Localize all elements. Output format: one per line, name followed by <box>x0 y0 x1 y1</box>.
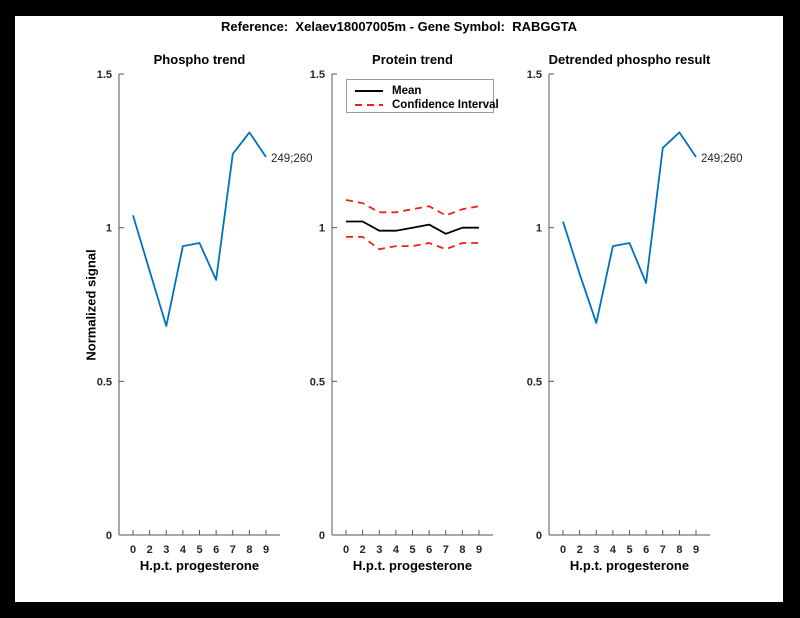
x-tick-label: 0 <box>343 544 349 556</box>
legend-item: Mean <box>355 85 493 97</box>
x-tick-label: 9 <box>263 544 269 556</box>
legend-item-label: Mean <box>392 85 422 97</box>
x-tick-label: 0 <box>560 544 566 556</box>
legend-item: Confidence Interval <box>355 99 499 111</box>
x-tick-label: 0 <box>130 544 136 556</box>
x-tick-label: 6 <box>213 544 219 556</box>
x-tick-label: 3 <box>376 544 382 556</box>
x-axis-label: H.p.t. progesterone <box>139 558 260 573</box>
x-tick-label: 7 <box>230 544 236 556</box>
subplot-title: Protein trend <box>372 52 453 67</box>
x-tick-label: 3 <box>593 544 599 556</box>
y-tick-label: 1.5 <box>97 69 112 81</box>
x-axis-label: H.p.t. progesterone <box>569 558 690 573</box>
matlab-figure: Reference: Xelaev18007005m - Gene Symbol… <box>15 16 783 602</box>
figure-title: Reference: Xelaev18007005m - Gene Symbol… <box>221 19 577 34</box>
x-axis-label: H.p.t. progesterone <box>352 558 473 573</box>
endpoint-annotation: 249;260 <box>701 153 743 165</box>
x-tick-label: 5 <box>409 544 415 556</box>
solid-line-swatch <box>355 89 383 93</box>
x-tick-label: 5 <box>196 544 202 556</box>
subplot-title: Detrended phospho result <box>548 52 711 67</box>
subplot-title: Phospho trend <box>153 52 246 67</box>
series-ci-lower <box>346 235 479 251</box>
y-tick-label: 0.5 <box>97 376 112 388</box>
x-tick-label: 7 <box>443 544 449 556</box>
subplot-phospho-trend: Phospho trend 0 0.5 1 1.5 0 2 3 4 5 6 7 8 9 249;260 H… <box>69 46 330 586</box>
series-phospho-signal <box>132 131 267 327</box>
y-tick-label: 1 <box>319 223 325 235</box>
x-tick-label: 2 <box>360 544 366 556</box>
series-ci-upper <box>345 199 480 217</box>
legend: Mean Confidence Interval <box>346 79 499 113</box>
x-tick-label: 2 <box>577 544 583 556</box>
x-tick-label: 8 <box>246 544 252 556</box>
x-tick-label: 8 <box>459 544 465 556</box>
y-tick-label: 0.5 <box>527 376 542 388</box>
y-tick-label: 0 <box>319 530 325 542</box>
x-tick-label: 4 <box>393 544 400 556</box>
series-detrended-phospho <box>562 131 697 324</box>
y-tick-label: 1.5 <box>310 69 325 81</box>
x-tick-label: 6 <box>643 544 649 556</box>
x-tick-label: 8 <box>676 544 682 556</box>
legend-item-label: Confidence Interval <box>392 99 499 111</box>
x-tick-label: 2 <box>147 544 153 556</box>
dashed-line-swatch <box>355 103 383 107</box>
subplot-protein-trend: Protein trend 0 0.5 1 1.5 0 2 3 4 5 6 7 8 9 Mean Conf… <box>282 46 543 586</box>
x-tick-label: 4 <box>610 544 617 556</box>
x-tick-label: 7 <box>660 544 666 556</box>
series-mean <box>346 220 479 235</box>
protein-trend-plot: 00.511.50 2 3 4 5 6 7 8 9 <box>310 69 493 556</box>
y-tick-label: 1 <box>536 223 542 235</box>
x-tick-label: 5 <box>626 544 632 556</box>
y-tick-label: 1.5 <box>527 69 542 81</box>
y-tick-label: 0 <box>536 530 542 542</box>
x-tick-label: 6 <box>426 544 432 556</box>
x-tick-label: 9 <box>693 544 699 556</box>
x-tick-label: 3 <box>163 544 169 556</box>
y-tick-label: 0 <box>106 530 112 542</box>
y-tick-label: 0.5 <box>310 376 325 388</box>
subplot-detrended-phospho: Detrended phospho result 0 0.5 1 1.5 0 2 3 4 5 6 7… <box>499 46 760 586</box>
endpoint-annotation: 249;260 <box>271 153 313 165</box>
y-tick-label: 1 <box>106 223 112 235</box>
x-tick-label: 4 <box>180 544 187 556</box>
x-tick-label: 9 <box>476 544 482 556</box>
